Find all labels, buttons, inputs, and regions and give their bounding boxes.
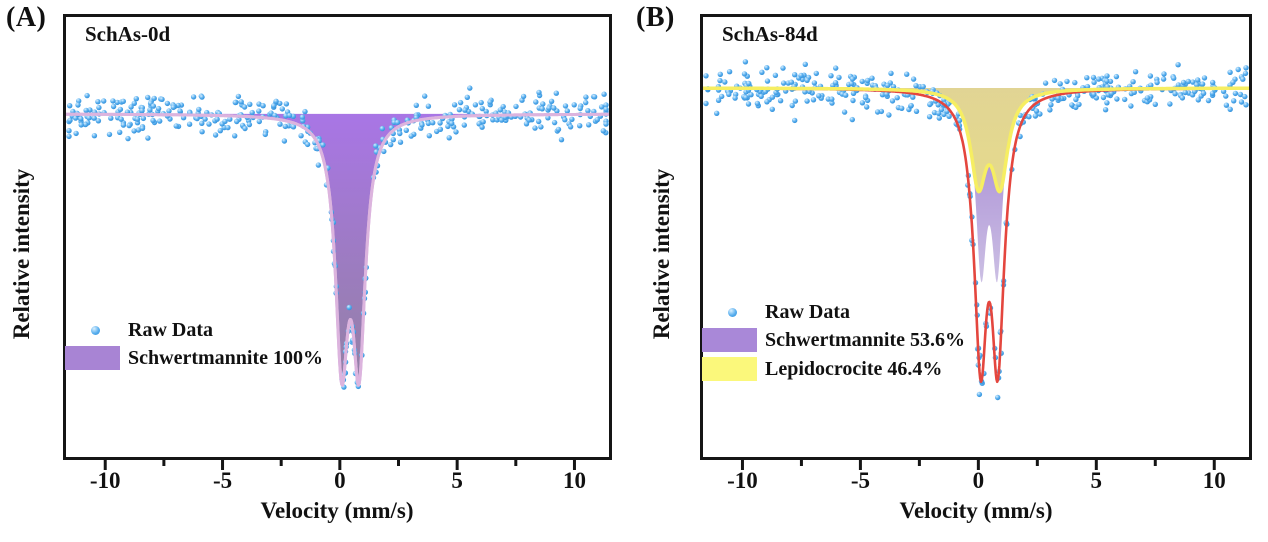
schwertmannite-swatch: [702, 328, 757, 352]
tick-label: -5: [850, 468, 870, 493]
tick-label: 10: [1202, 468, 1226, 493]
tick-label: 5: [451, 468, 463, 493]
tick-label: 0: [972, 468, 985, 493]
tick-label: -10: [89, 468, 121, 493]
panel-b-label: (B): [636, 2, 675, 33]
schwertmannite-swatch: [65, 346, 120, 370]
raw-data-dot-icon: [91, 325, 100, 335]
panel-a-y-axis-label: Relative intensity: [9, 168, 34, 340]
panel-a-x-tick-labels: -10 -5 0 5 10: [63, 468, 612, 496]
legend-item-schwertmannite: Schwertmannite 100%: [65, 345, 323, 371]
legend-label: Lepidocrocite 46.4%: [765, 357, 943, 380]
tick-label: -5: [212, 468, 233, 493]
tick-label: 0: [334, 468, 346, 493]
legend-item-schwertmannite: Schwertmannite 53.6%: [702, 327, 965, 353]
panel-b-plot-canvas: [700, 14, 1252, 470]
legend-label: Raw Data: [765, 300, 850, 323]
tick-label: -10: [727, 468, 758, 493]
legend-item-lepidocrocite: Lepidocrocite 46.4%: [702, 356, 942, 382]
legend-item-raw-data: Raw Data: [702, 299, 850, 325]
tick-label: 10: [562, 468, 586, 493]
panel-b-title: SchAs-84d: [722, 22, 818, 46]
panel-a-label: (A): [6, 2, 47, 33]
panel-b-x-axis-label: Velocity (mm/s): [899, 498, 1053, 523]
legend-item-raw-data: Raw Data: [65, 317, 213, 343]
lepidocrocite-swatch: [702, 357, 757, 381]
legend-label: Schwertmannite 100%: [128, 346, 323, 369]
panel-a-x-axis-label: Velocity (mm/s): [260, 498, 414, 523]
tick-label: 5: [1090, 468, 1103, 493]
panel-a-title: SchAs-0d: [85, 22, 171, 46]
legend-label: Schwertmannite 53.6%: [765, 328, 965, 351]
panel-b-y-axis-label: Relative intensity: [649, 168, 674, 340]
raw-data-dot-icon: [728, 307, 737, 317]
panel-a-plot-canvas: [63, 14, 612, 470]
legend-label: Raw Data: [128, 318, 213, 341]
panel-b-x-tick-labels: -10 -5 0 5 10: [700, 468, 1252, 496]
